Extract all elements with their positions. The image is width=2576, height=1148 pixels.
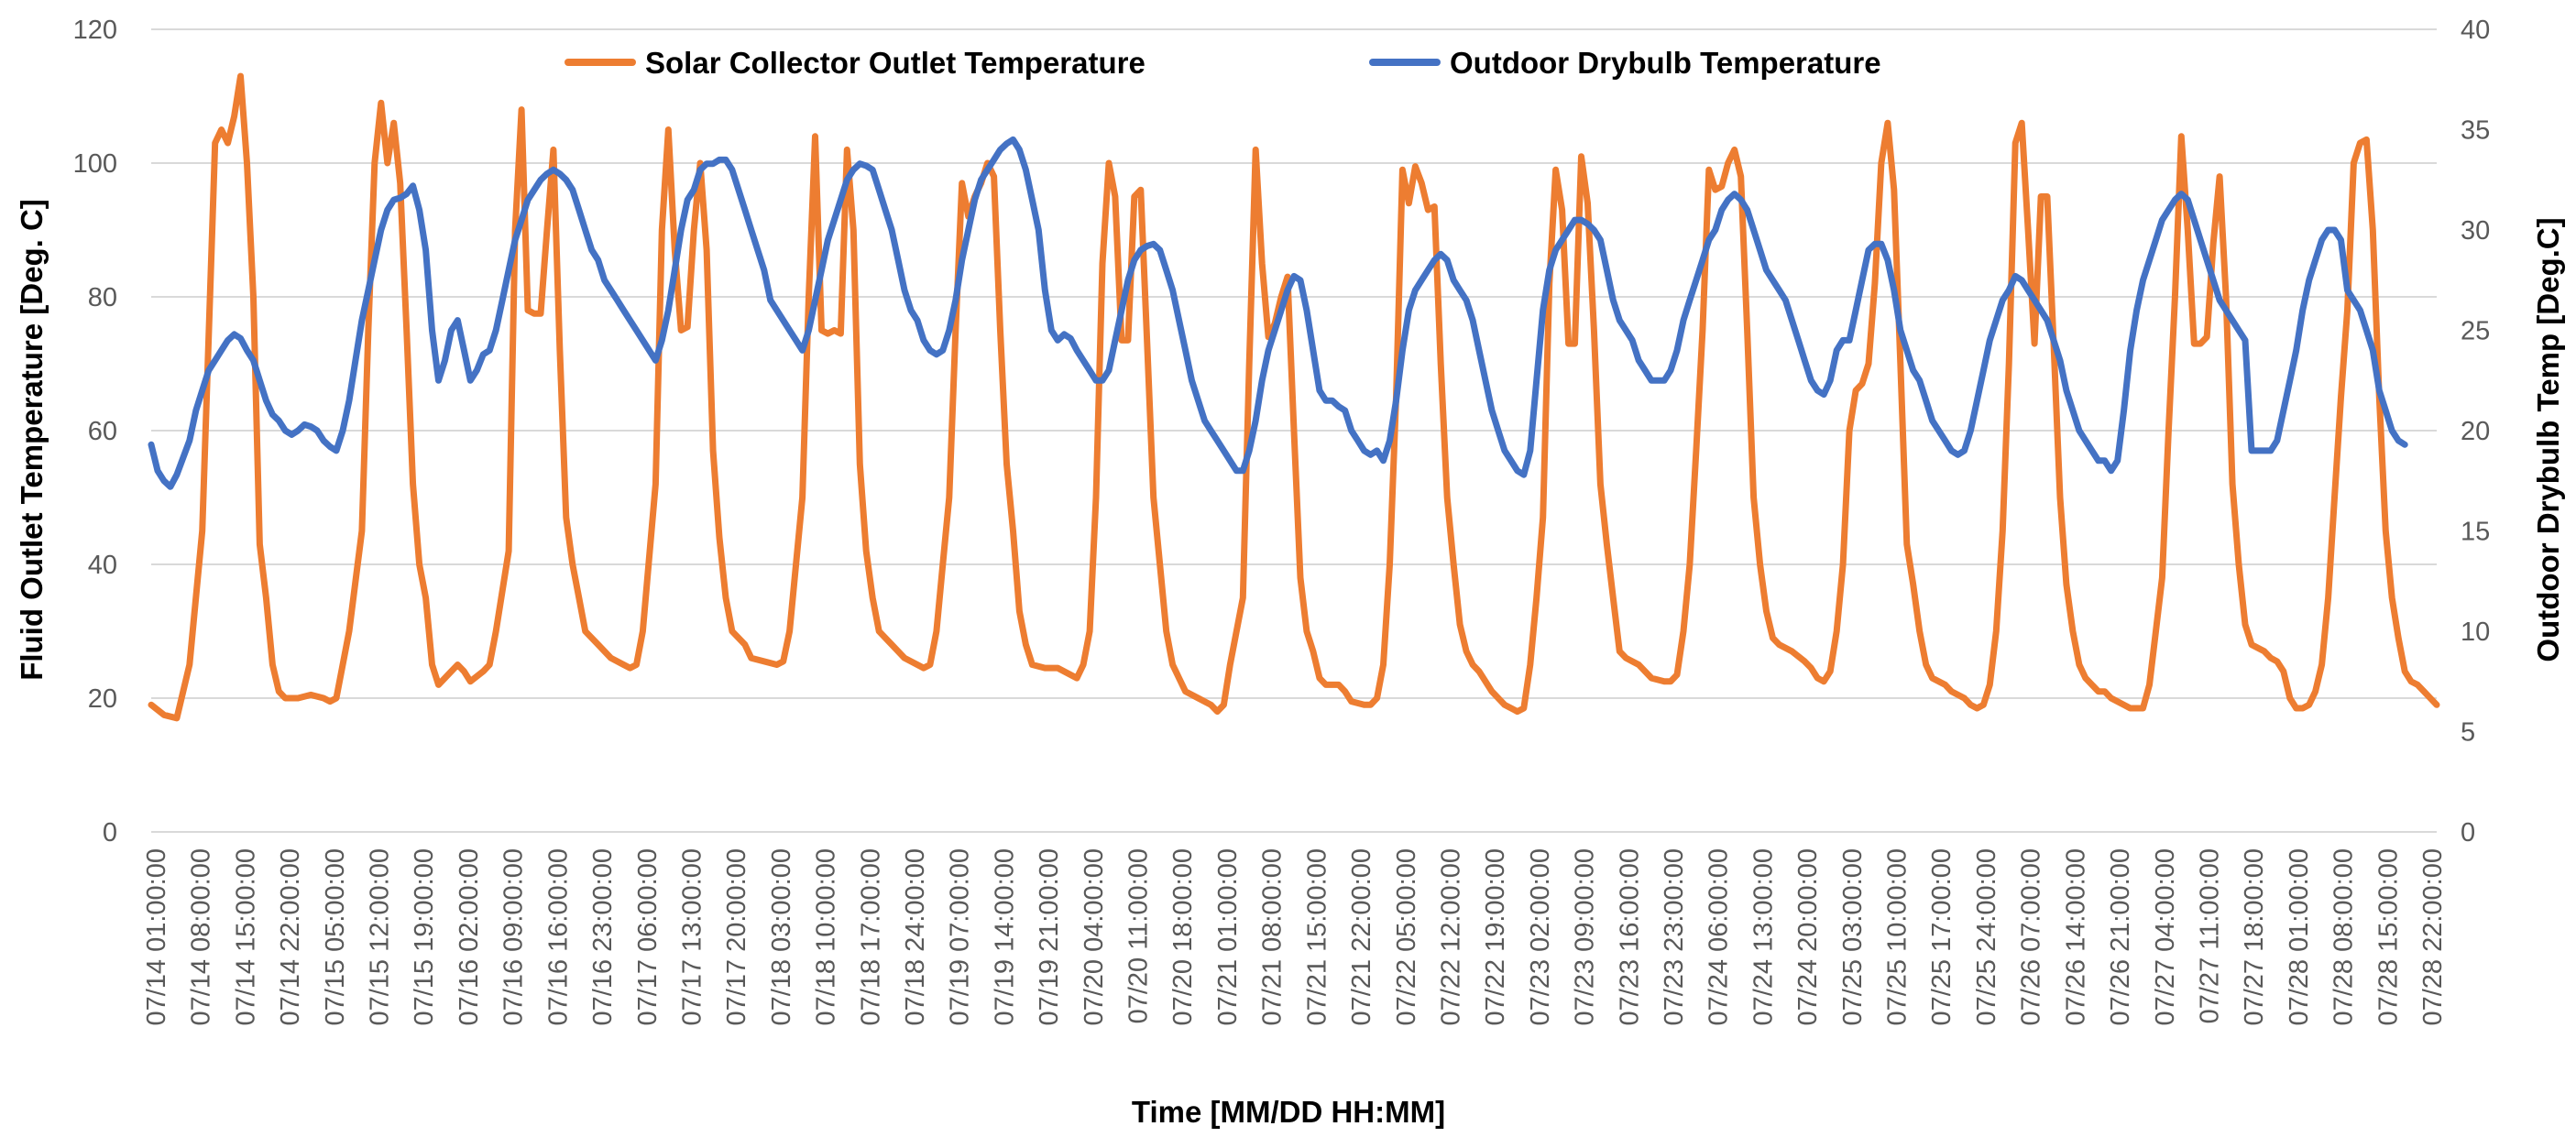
series-line-outdoor-drybulb: [148, 136, 2408, 490]
x-tick-label: 07/23 23:00:00: [1660, 848, 1689, 1026]
x-tick-label: 07/17 20:00:00: [722, 848, 751, 1026]
x-tick-label: 07/26 14:00:00: [2061, 848, 2090, 1026]
x-tick-label: 07/15 19:00:00: [410, 848, 439, 1026]
x-tick-label: 07/21 08:00:00: [1258, 848, 1288, 1026]
left-y-axis-ticks: 0 20 40 60 80 100 120: [73, 16, 117, 847]
x-tick-label: 07/27 04:00:00: [2151, 848, 2180, 1026]
x-tick-label: 07/16 02:00:00: [455, 848, 484, 1026]
y2-tick-label: 15: [2461, 518, 2490, 547]
y-tick-label: 80: [88, 283, 117, 312]
x-tick-label: 07/23 09:00:00: [1571, 848, 1600, 1026]
y2-tick-label: 40: [2461, 16, 2490, 45]
x-tick-label: 07/25 10:00:00: [1883, 848, 1913, 1026]
legend-label-drybulb: Outdoor Drybulb Temperature: [1450, 46, 1881, 80]
series-line-solar-collector: [148, 72, 2440, 722]
x-tick-label: 07/20 18:00:00: [1168, 848, 1198, 1026]
x-tick-label: 07/28 01:00:00: [2285, 848, 2314, 1026]
x-tick-label: 07/21 15:00:00: [1302, 848, 1332, 1026]
x-tick-label: 07/16 09:00:00: [499, 848, 529, 1026]
x-tick-label: 07/19 07:00:00: [946, 848, 975, 1026]
x-tick-label: 07/14 01:00:00: [142, 848, 171, 1026]
y-tick-label: 20: [88, 684, 117, 714]
x-tick-label: 07/16 23:00:00: [588, 848, 618, 1026]
y2-tick-label: 35: [2461, 116, 2490, 146]
x-tick-label: 07/14 22:00:00: [276, 848, 305, 1026]
x-tick-label: 07/16 16:00:00: [543, 848, 573, 1026]
x-axis-ticks: 07/14 01:00:00 07/14 08:00:00 07/14 15:00:…: [142, 848, 2448, 1026]
y-tick-label: 60: [88, 417, 117, 446]
y-tick-label: 0: [103, 818, 117, 847]
x-tick-label: 07/22 12:00:00: [1436, 848, 1465, 1026]
x-tick-label: 07/24 20:00:00: [1793, 848, 1823, 1026]
x-tick-label: 07/22 19:00:00: [1481, 848, 1510, 1026]
y2-tick-label: 25: [2461, 317, 2490, 346]
x-tick-label: 07/24 06:00:00: [1705, 848, 1734, 1026]
y2-tick-label: 0: [2461, 818, 2475, 847]
y2-tick-label: 20: [2461, 417, 2490, 446]
x-tick-label: 07/15 05:00:00: [321, 848, 350, 1026]
legend: Solar Collector Outlet Temperature Outdo…: [565, 46, 1881, 80]
x-tick-label: 07/19 14:00:00: [990, 848, 1019, 1026]
x-tick-label: 07/14 15:00:00: [231, 848, 260, 1026]
x-tick-label: 07/26 07:00:00: [2017, 848, 2046, 1026]
x-tick-label: 07/18 24:00:00: [901, 848, 930, 1026]
x-tick-label: 07/18 03:00:00: [767, 848, 796, 1026]
x-tick-label: 07/28 15:00:00: [2373, 848, 2403, 1026]
y2-tick-label: 30: [2461, 216, 2490, 246]
x-tick-label: 07/20 11:00:00: [1124, 848, 1154, 1023]
x-tick-label: 07/27 11:00:00: [2195, 848, 2224, 1023]
x-tick-label: 07/21 01:00:00: [1213, 848, 1243, 1026]
series-group: [148, 72, 2440, 722]
x-tick-label: 07/24 13:00:00: [1748, 848, 1778, 1026]
x-tick-label: 07/23 16:00:00: [1615, 848, 1644, 1026]
x-tick-label: 07/20 04:00:00: [1080, 848, 1109, 1026]
x-tick-label: 07/23 02:00:00: [1526, 848, 1555, 1026]
y2-tick-label: 5: [2461, 718, 2475, 748]
x-tick-label: 07/19 21:00:00: [1035, 848, 1064, 1026]
left-y-axis-title: Fluid Outlet Temperature [Deg. C]: [15, 199, 49, 681]
x-tick-label: 07/18 10:00:00: [812, 848, 841, 1026]
x-tick-label: 07/22 05:00:00: [1392, 848, 1421, 1026]
y-tick-label: 100: [73, 149, 117, 179]
y-tick-label: 40: [88, 551, 117, 580]
x-axis-title: Time [MM/DD HH:MM]: [1132, 1095, 1445, 1129]
y2-tick-label: 10: [2461, 618, 2490, 647]
right-y-axis-ticks: 0 5 10 15 20 25 30 35 40: [2461, 16, 2490, 847]
y-tick-label: 120: [73, 16, 117, 45]
x-tick-label: 07/17 13:00:00: [677, 848, 707, 1026]
legend-label-solar: Solar Collector Outlet Temperature: [645, 46, 1145, 80]
x-tick-label: 07/14 08:00:00: [187, 848, 216, 1026]
x-tick-label: 07/26 21:00:00: [2106, 848, 2135, 1026]
x-tick-label: 07/21 22:00:00: [1347, 848, 1376, 1026]
x-tick-label: 07/28 08:00:00: [2329, 848, 2359, 1026]
right-y-axis-title: Outdoor Drybulb Temp [Deg.C]: [2531, 217, 2565, 661]
x-tick-label: 07/25 03:00:00: [1838, 848, 1868, 1026]
x-tick-label: 07/17 06:00:00: [633, 848, 663, 1026]
x-tick-label: 07/18 17:00:00: [856, 848, 885, 1026]
x-tick-label: 07/25 17:00:00: [1927, 848, 1957, 1026]
x-tick-label: 07/28 22:00:00: [2418, 848, 2448, 1026]
gridlines: [151, 28, 2437, 833]
x-tick-label: 07/27 18:00:00: [2240, 848, 2269, 1026]
x-tick-label: 07/25 24:00:00: [1972, 848, 2001, 1026]
x-tick-label: 07/15 12:00:00: [366, 848, 395, 1026]
